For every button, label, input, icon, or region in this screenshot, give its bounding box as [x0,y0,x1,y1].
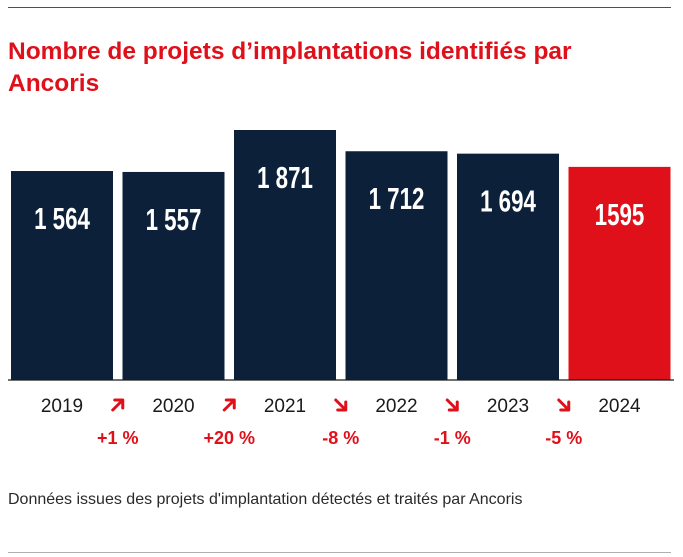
change-label: +1 % [97,428,139,448]
bottom-rule [8,552,671,553]
arrow-up-right-icon [222,398,236,412]
bar-2024 [568,166,671,380]
change-label: -5 % [545,428,582,448]
year-label-2020: 2020 [152,396,194,417]
arrow-up-right-icon [111,398,125,412]
bar-chart: 1 564 2019 1 557 2020 1 871 2021 1 712 2022 1 69… [8,130,674,448]
bar-value-label: 1 871 [257,160,313,194]
year-label-2023: 2023 [487,396,529,417]
bar-2019 [11,171,113,380]
bar-2022 [345,151,448,380]
year-label-2022: 2022 [375,396,417,417]
arrow-down-right-icon [334,398,348,412]
arrow-down-right-icon [445,398,459,412]
bar-value-label: 1595 [595,197,645,231]
year-label-2019: 2019 [41,396,83,417]
bar-value-label: 1 712 [369,182,425,216]
year-label-2021: 2021 [264,396,306,417]
change-label: +20 % [203,428,255,448]
bar-2021 [234,130,336,380]
year-label-2024: 2024 [598,396,641,417]
change-label: -1 % [434,428,471,448]
bar-2023 [457,153,559,380]
bar-value-label: 1 694 [480,184,536,218]
top-rule [8,7,671,8]
chart-title: Nombre de projets d’implantations identi… [8,38,572,97]
arrow-down-right-icon [557,398,571,412]
bar-value-label: 1 557 [146,202,202,236]
change-label: -8 % [322,428,359,448]
bar-2020 [122,171,225,380]
bar-value-label: 1 564 [34,201,90,235]
source-note: Données issues des projets d'implantatio… [8,491,523,508]
